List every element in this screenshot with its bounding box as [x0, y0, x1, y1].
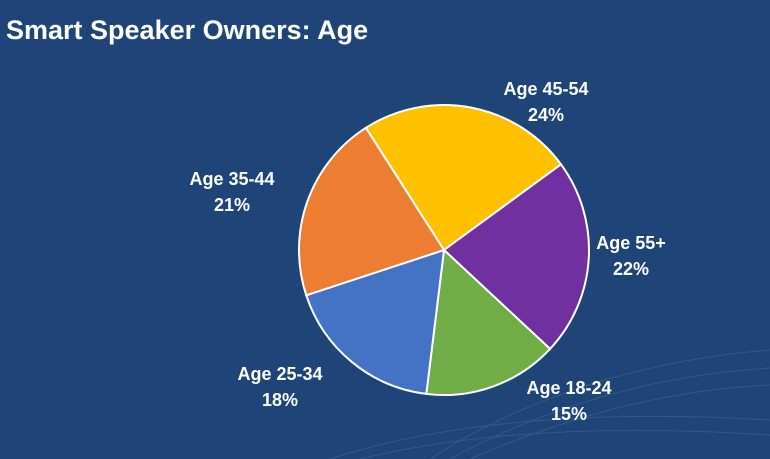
slice-value-label: 15%	[551, 404, 587, 424]
slice-value-label: 21%	[214, 195, 250, 215]
slice-label: Age 35-44	[189, 169, 274, 189]
slice-value-label: 24%	[528, 105, 564, 125]
pie-slice	[298, 126, 446, 297]
slice-label: Age 55+	[596, 233, 666, 253]
pie-slice	[442, 162, 590, 351]
pie-slice	[304, 248, 446, 396]
chart-title: Smart Speaker Owners: Age	[6, 15, 368, 45]
pie-slice	[364, 104, 563, 252]
pie-slice	[425, 247, 552, 396]
decor-swirl	[329, 349, 770, 459]
slice-value-label: 22%	[613, 259, 649, 279]
slice-label: Age 45-54	[503, 79, 588, 99]
slice-value-label: 18%	[262, 390, 298, 410]
slice-label: Age 18-24	[526, 378, 611, 398]
slice-label: Age 25-34	[237, 364, 322, 384]
